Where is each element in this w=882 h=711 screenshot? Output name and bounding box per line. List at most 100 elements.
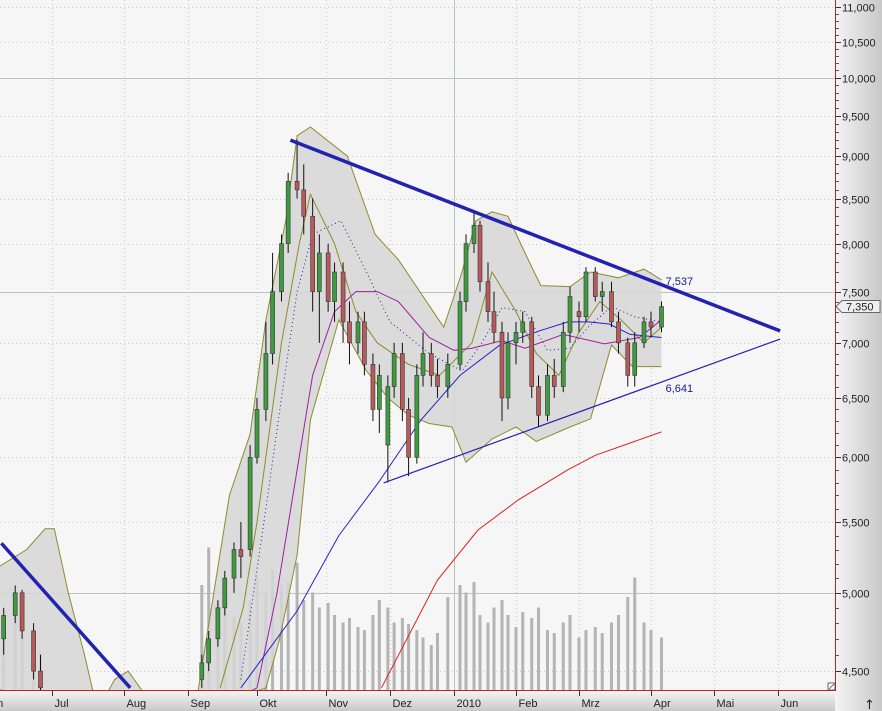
candle-down xyxy=(325,252,331,302)
candle-up xyxy=(270,291,275,354)
candle-up xyxy=(471,224,477,244)
volume-bar xyxy=(333,615,337,690)
candle-down xyxy=(19,592,25,632)
y-tick-label: 6,500 xyxy=(842,394,870,406)
bollinger-upper-line xyxy=(197,126,662,690)
candle-up xyxy=(599,291,605,297)
candle-down xyxy=(347,321,352,344)
volume-bar xyxy=(286,582,290,690)
y-tick-label: 9,500 xyxy=(842,112,870,124)
volume-bar xyxy=(486,622,490,690)
resize-corner-icon[interactable] xyxy=(827,682,836,691)
candle-up xyxy=(560,331,566,387)
volume-bar xyxy=(464,592,468,690)
x-tick-label: Dez xyxy=(393,698,413,710)
x-tick-label: Jul xyxy=(55,698,69,710)
volume-bar xyxy=(311,592,315,690)
candle-up xyxy=(1,615,6,640)
candle-up xyxy=(215,607,221,640)
candle-down xyxy=(625,342,631,376)
candle-up xyxy=(279,243,284,292)
y-tick-label: 10,000 xyxy=(842,74,876,86)
candle-down xyxy=(435,375,440,387)
x-tick-label: Feb xyxy=(519,698,538,710)
volume-bar xyxy=(537,607,540,690)
trendline xyxy=(383,338,781,484)
volume-bar xyxy=(472,582,476,690)
x-axis-panel xyxy=(0,691,835,711)
candle-up xyxy=(457,301,463,365)
moving-average-line xyxy=(381,431,662,689)
volume-bar xyxy=(421,637,425,690)
volume-bar xyxy=(600,633,604,690)
candle-up xyxy=(332,271,337,302)
volume-bar xyxy=(633,577,637,690)
y-tick-label: 7,500 xyxy=(842,288,870,300)
volume-bar xyxy=(200,585,204,690)
candle-up xyxy=(567,296,573,333)
volume-bar xyxy=(514,627,518,690)
volume-bar xyxy=(584,630,588,690)
volume-bar xyxy=(302,600,306,690)
volume-bar xyxy=(649,630,653,690)
bollinger-upper-line xyxy=(108,670,143,690)
candle-down xyxy=(301,189,307,217)
volume-bar xyxy=(506,615,510,690)
candle-up xyxy=(391,353,397,387)
candle-up xyxy=(377,375,382,410)
volume-bar xyxy=(546,630,549,690)
candle-down xyxy=(370,364,376,410)
candle-down xyxy=(362,321,367,365)
volume-bar xyxy=(341,622,345,690)
x-tick-label: Mrz xyxy=(582,698,600,710)
volume-bar xyxy=(435,633,439,690)
volume-bar xyxy=(626,597,630,690)
volume-bar xyxy=(279,585,283,690)
volume-bar xyxy=(415,630,419,690)
candle-down xyxy=(477,224,483,283)
volume-bar xyxy=(577,637,581,690)
volume-bar xyxy=(492,607,496,690)
volume-bar xyxy=(593,627,597,690)
candle-up xyxy=(385,386,391,446)
candle-down xyxy=(648,321,654,328)
volume-bar xyxy=(660,637,663,690)
candle-down xyxy=(616,321,621,344)
candle-down xyxy=(576,311,582,318)
y-tick-label: 11,000 xyxy=(842,3,875,15)
candle-down xyxy=(400,353,405,410)
volume-bar xyxy=(377,600,381,690)
candle-down xyxy=(485,281,491,312)
bollinger-upper-line xyxy=(0,528,94,690)
volume-bar xyxy=(446,597,450,690)
candle-up xyxy=(641,321,647,344)
candle-down xyxy=(536,386,541,416)
y-tick-label: 8,500 xyxy=(842,195,870,207)
volume-bar xyxy=(521,612,525,690)
x-tick-label: Apr xyxy=(654,698,671,710)
candle-up xyxy=(206,638,211,664)
volume-bar xyxy=(500,600,504,690)
y-tick-label: 7,000 xyxy=(842,339,870,351)
y-tick-label: 6,000 xyxy=(842,453,870,465)
candle-up xyxy=(222,577,228,609)
trendline xyxy=(289,138,781,333)
last-price-tag xyxy=(835,300,881,313)
candle-down xyxy=(592,271,598,297)
candle-up xyxy=(355,321,361,344)
trendlines xyxy=(0,138,781,689)
candle-down xyxy=(529,321,535,387)
y-tick-label: 5,500 xyxy=(842,518,870,530)
x-tick-label: Mai xyxy=(717,698,735,710)
y-tick-label: 4,500 xyxy=(842,667,870,679)
candle-up xyxy=(445,364,451,387)
candle-down xyxy=(310,215,315,292)
y-tick-label: 5,000 xyxy=(842,589,870,601)
candle-up xyxy=(254,409,260,458)
volume-bar xyxy=(317,607,321,690)
candle-up xyxy=(247,457,253,550)
candle-up xyxy=(583,271,589,318)
volume-bar xyxy=(610,622,614,690)
scroll-up-arrow-icon[interactable]: ↑ xyxy=(864,698,875,711)
